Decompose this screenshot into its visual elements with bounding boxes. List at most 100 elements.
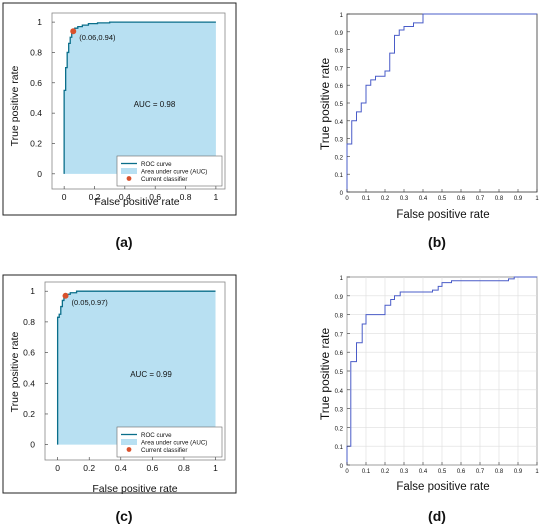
panel-d-ytick-label: 0.3 <box>335 408 344 414</box>
panel-d-xtick-label: 0.1 <box>362 469 371 475</box>
panel-a-auc-area <box>64 22 216 174</box>
panel-a-classifier-label: (0.06,0.94) <box>79 33 116 42</box>
panel-c-xtick-label: 1 <box>213 463 218 473</box>
panel-d-xtick-label: 0.7 <box>476 469 485 475</box>
panel-b-xtick-label: 0.9 <box>514 196 523 202</box>
panel-a-ytick-label: 0 <box>37 169 42 179</box>
panel-a-legend-classifier-swatch <box>126 176 132 181</box>
panel-d-caption: (d) <box>428 508 446 524</box>
panel-d-ylabel: True positive rate <box>318 328 332 421</box>
panel-d-xtick-label: 0.5 <box>438 469 447 475</box>
panel-a-ytick-label: 0.2 <box>30 138 42 148</box>
panel-b-xtick-label: 0.5 <box>438 196 447 202</box>
panel-b-xtick-label: 0 <box>345 196 349 202</box>
panel-b-ytick-label: 0.5 <box>335 102 344 108</box>
panel-c-plot: 0 0.2 0.4 0.6 0.8 1 0 0.2 0.4 0.6 0.8 1 (0.05,0.97) A… <box>23 281 226 473</box>
panel-a-classifier-point <box>70 28 77 35</box>
panel-d-ytick-label: 0 <box>340 464 344 470</box>
panel-c: 0 0.2 0.4 0.6 0.8 1 0 0.2 0.4 0.6 0.8 1 (0.05,0.97) A… <box>2 274 237 524</box>
panel-b-roc-line <box>346 13 537 192</box>
panel-b-xtick-label: 0.2 <box>381 196 390 202</box>
panel-c-ytick-label: 0.4 <box>23 378 35 388</box>
panel-d: 0 0.1 0.2 0.3 0.4 0.5 0.6 0.7 0.8 0.9 1 0 0.1 0.2 0.3 0… <box>318 276 539 524</box>
panel-b-ytick-label: 0.3 <box>335 138 344 144</box>
panel-d-ytick-label: 0.7 <box>335 332 344 338</box>
panel-b-ytick-label: 0.2 <box>335 155 344 161</box>
panel-d-xtick-label: 0.8 <box>495 469 504 475</box>
panel-a-xtick-label: 0 <box>62 192 67 202</box>
panel-a-xtick-label: 1 <box>214 192 219 202</box>
panel-c-legend-entry: Area under curve (AUC) <box>141 439 207 446</box>
panel-d-xtick-label: 0 <box>345 469 349 475</box>
panel-b-ytick-label: 0.4 <box>335 120 344 126</box>
panel-c-ytick-label: 0.2 <box>23 409 35 419</box>
panel-b-ytick-label: 0.8 <box>335 49 344 55</box>
panel-b-xtick-label: 0.6 <box>457 196 466 202</box>
panel-d-xtick-label: 0.2 <box>381 469 390 475</box>
panel-c-classifier-point <box>62 292 69 299</box>
panel-b-xtick-label: 0.4 <box>419 196 428 202</box>
panel-d-xtick-label: 0.9 <box>514 469 523 475</box>
panel-b: 0 0.1 0.2 0.3 0.4 0.5 0.6 0.7 0.8 0.9 1 0 0.1 0.2 0.3 0… <box>318 13 539 250</box>
panel-c-ytick-label: 0 <box>30 440 35 450</box>
panel-c-legend-auc-swatch <box>121 439 137 445</box>
panel-d-ytick-label: 0.2 <box>335 426 344 432</box>
panel-a-legend-entry: Area under curve (AUC) <box>141 168 207 175</box>
panel-a-xtick-label: 0.2 <box>89 192 101 202</box>
panel-a-xtick-label: 0.8 <box>180 192 192 202</box>
panel-d-ytick-label: 0.9 <box>335 295 344 301</box>
panel-a-auc-label: AUC = 0.98 <box>134 100 176 109</box>
panel-d-ytick-label: 0.1 <box>335 445 344 451</box>
panel-a: 0 0.2 0.4 0.6 0.8 1 0 0.2 0.4 0.6 0.8 1 (0.06,0.94) A… <box>2 2 237 250</box>
panel-c-xtick-label: 0.8 <box>178 463 190 473</box>
panel-c-auc-label: AUC = 0.99 <box>130 370 172 379</box>
panel-b-xtick-label: 0.3 <box>400 196 409 202</box>
panel-d-xtick-label: 0.6 <box>457 469 466 475</box>
panel-d-ytick-label: 0.6 <box>335 351 344 357</box>
panel-c-ytick-label: 0.6 <box>23 348 35 358</box>
panel-a-legend-auc-swatch <box>121 168 137 174</box>
panel-d-ytick-label: 0.4 <box>335 389 344 395</box>
panel-b-xtick-label: 0.1 <box>362 196 371 202</box>
panel-a-ytick-label: 0.6 <box>30 78 42 88</box>
panel-d-roc-line <box>346 276 537 465</box>
panel-d-xtick-label: 0.3 <box>400 469 409 475</box>
panel-c-ytick-label: 0.8 <box>23 317 35 327</box>
panel-b-ylabel: True positive rate <box>318 58 332 151</box>
panel-c-ytick-label: 1 <box>30 286 35 296</box>
panel-c-legend-classifier-swatch <box>126 447 132 452</box>
panel-a-plot: 0 0.2 0.4 0.6 0.8 1 0 0.2 0.4 0.6 0.8 1 (0.06,0.94) A… <box>30 12 226 202</box>
panel-c-ylabel: True positive rate <box>9 331 21 412</box>
panel-b-axes-box <box>346 13 538 193</box>
panel-a-xtick-label: 0.4 <box>119 192 131 202</box>
panel-c-xtick-label: 0.6 <box>146 463 158 473</box>
panel-b-xlabel: False positive rate <box>396 209 489 221</box>
panel-a-legend-entry: ROC curve <box>141 161 172 168</box>
panel-b-ytick-label: 0.9 <box>335 31 344 37</box>
panel-a-ytick-label: 0.8 <box>30 47 42 57</box>
panel-b-xtick-label: 0.8 <box>495 196 504 202</box>
panel-a-xtick-label: 0.6 <box>149 192 161 202</box>
panel-d-xtick-label: 0.4 <box>419 469 428 475</box>
panel-d-xtick-label: 1 <box>535 469 539 475</box>
panel-b-ytick-label: 0.7 <box>335 66 344 72</box>
panel-b-ytick-label: 1 <box>340 13 344 19</box>
panel-c-xtick-label: 0.4 <box>115 463 127 473</box>
panel-c-xlabel: False positive rate <box>92 483 177 495</box>
panel-b-caption: (b) <box>428 234 446 250</box>
panel-c-xtick-label: 0 <box>55 463 60 473</box>
panel-d-plot: 0 0.1 0.2 0.3 0.4 0.5 0.6 0.7 0.8 0.9 1 0 0.1 0.2 0.3 0… <box>335 276 540 475</box>
panel-a-legend-entry: Current classifier <box>141 176 187 183</box>
panel-d-ytick-label: 0.5 <box>335 370 344 376</box>
panel-c-xtick-label: 0.2 <box>83 463 95 473</box>
panel-b-plot: 0 0.1 0.2 0.3 0.4 0.5 0.6 0.7 0.8 0.9 1 0 0.1 0.2 0.3 0… <box>335 13 540 202</box>
panel-c-legend-entry: Current classifier <box>141 447 187 454</box>
panel-a-ytick-label: 1 <box>37 17 42 27</box>
panel-d-ytick-label: 1 <box>340 276 344 282</box>
panel-d-ytick-label: 0.8 <box>335 314 344 320</box>
panel-a-ytick-label: 0.4 <box>30 108 42 118</box>
panel-b-ytick-label: 0.6 <box>335 84 344 90</box>
panel-b-ytick-label: 0 <box>340 191 344 197</box>
panel-c-classifier-label: (0.05,0.97) <box>72 298 109 307</box>
